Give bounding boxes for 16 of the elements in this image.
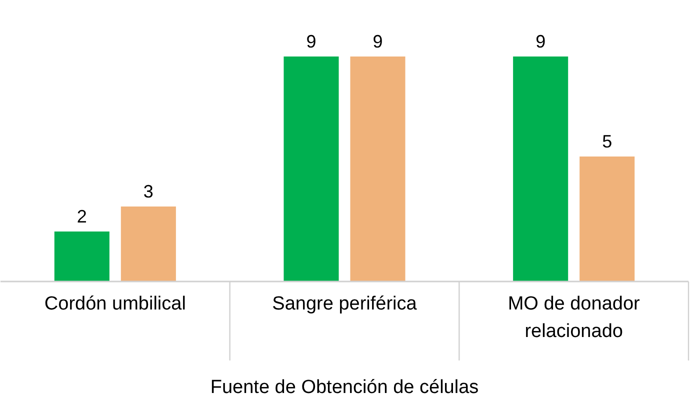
x-tick-label: Sangre periférica bbox=[272, 294, 418, 314]
x-tick-label: MO de donador relacionado bbox=[508, 294, 641, 342]
x-tick-label: Cordón umbilical bbox=[44, 294, 186, 314]
data-label: 9 bbox=[372, 32, 383, 52]
bar bbox=[350, 56, 406, 282]
data-label: 9 bbox=[306, 32, 316, 52]
data-label: 9 bbox=[536, 32, 546, 52]
data-label: 2 bbox=[76, 206, 87, 226]
data-label: 5 bbox=[602, 132, 612, 152]
data-label: 3 bbox=[143, 182, 154, 202]
bar bbox=[580, 156, 635, 282]
x-axis-title: Fuente de Obtención de células bbox=[210, 377, 479, 398]
bar bbox=[513, 56, 568, 282]
bar bbox=[284, 56, 339, 282]
bar bbox=[54, 232, 110, 282]
bar bbox=[120, 206, 176, 282]
